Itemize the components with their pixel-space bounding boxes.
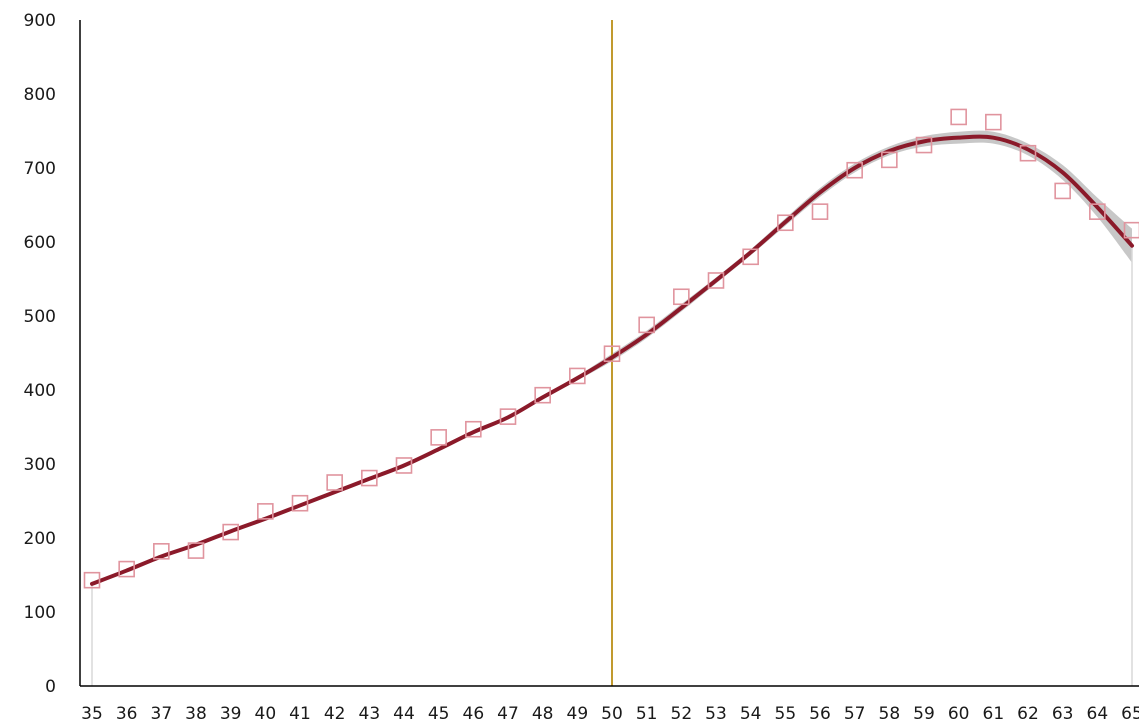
x-tick-label: 43 (359, 704, 381, 724)
x-tick-label: 56 (809, 704, 831, 724)
data-point (534, 386, 551, 404)
x-tick-label: 57 (844, 704, 866, 724)
data-point (985, 113, 1002, 131)
x-tick-label: 35 (81, 704, 103, 724)
data-point (465, 420, 482, 438)
x-tick-label: 48 (532, 704, 554, 724)
x-tick-label: 60 (948, 704, 970, 724)
x-tick-label: 39 (220, 704, 242, 724)
x-tick-label: 44 (393, 704, 415, 724)
data-point (742, 248, 759, 266)
observed-markers-layer (83, 108, 1139, 589)
y-tick-label: 500 (24, 307, 56, 327)
data-point (291, 494, 309, 512)
data-point (881, 151, 898, 169)
x-tick-labels: 35 36 37 38 39 40 41 42 43 44 45 46 47 48 49 50 51 52 53 54… (81, 704, 1139, 724)
y-tick-label: 700 (24, 159, 56, 179)
x-tick-label: 63 (1052, 704, 1074, 724)
x-tick-label: 41 (289, 704, 311, 724)
y-tick-label: 600 (24, 233, 56, 253)
axes (79, 20, 1139, 687)
y-tick-labels: 0 100 200 300 400 500 600 700 800 900 (24, 11, 56, 697)
data-point (638, 316, 655, 334)
data-point (153, 543, 170, 560)
x-tick-label: 47 (497, 704, 519, 724)
x-tick-label: 53 (705, 704, 727, 724)
data-point (1089, 203, 1106, 220)
data-point (326, 474, 343, 491)
x-tick-label: 52 (671, 704, 693, 724)
y-tick-label: 200 (24, 529, 56, 549)
x-tick-label: 40 (255, 704, 277, 724)
data-point (673, 288, 690, 306)
edge-lines-layer (91, 245, 1133, 686)
data-point (811, 203, 829, 220)
y-tick-label: 800 (24, 85, 56, 105)
x-tick-label: 54 (740, 704, 762, 724)
data-point (257, 503, 274, 520)
data-point (395, 457, 413, 474)
data-point (499, 408, 517, 425)
x-tick-label: 50 (601, 704, 623, 724)
data-point (915, 136, 933, 154)
data-point (603, 345, 621, 363)
x-tick-label: 58 (879, 704, 901, 724)
y-tick-label: 300 (24, 455, 56, 475)
data-point (1054, 182, 1071, 200)
data-point (83, 571, 101, 589)
data-point (222, 523, 239, 541)
x-tick-label: 65 (1121, 704, 1139, 724)
data-point (950, 108, 967, 126)
y-tick-label: 400 (24, 381, 56, 401)
data-point (118, 560, 135, 578)
x-tick-label: 51 (636, 704, 658, 724)
data-point (361, 469, 378, 487)
y-tick-label: 100 (24, 603, 56, 623)
x-tick-label: 45 (428, 704, 450, 724)
x-tick-label: 49 (567, 704, 589, 724)
y-tick-label: 0 (45, 677, 56, 697)
x-tick-label: 59 (913, 704, 935, 724)
x-tick-label: 38 (185, 704, 207, 724)
data-point (430, 429, 447, 446)
x-tick-label: 36 (116, 704, 138, 724)
data-point (707, 272, 725, 289)
x-tick-label: 37 (151, 704, 173, 724)
x-tick-label: 55 (775, 704, 797, 724)
x-tick-label: 62 (1017, 704, 1039, 724)
data-point (846, 161, 863, 179)
x-tick-label: 64 (1087, 704, 1109, 724)
y-tick-label: 900 (24, 11, 56, 31)
data-point (1123, 221, 1139, 239)
data-point (1019, 144, 1037, 162)
x-tick-label: 46 (463, 704, 485, 724)
data-point (777, 214, 794, 232)
x-tick-label: 61 (983, 704, 1005, 724)
x-tick-label: 42 (324, 704, 346, 724)
data-point (187, 542, 205, 559)
data-point (569, 367, 586, 385)
